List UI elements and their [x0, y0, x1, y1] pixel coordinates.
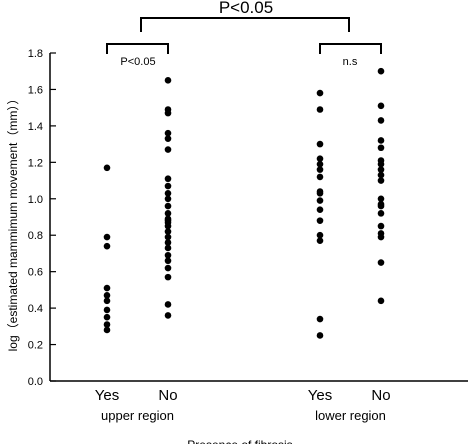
data-point [103, 233, 111, 241]
data-point [103, 321, 111, 328]
bracket-lower-yes-vs-no [319, 43, 382, 54]
data-point [377, 171, 385, 179]
data-point [103, 326, 111, 334]
x-category-label: Yes [308, 387, 332, 404]
y-tick-label: 1.8 [28, 48, 43, 60]
data-point [164, 175, 172, 183]
data-point [377, 166, 385, 173]
data-point [103, 313, 111, 321]
data-point [377, 177, 385, 184]
data-point [164, 244, 172, 252]
significance-brackets [106, 17, 382, 54]
data-point [316, 197, 324, 204]
data-point [377, 67, 385, 75]
x-group-label: upper region [101, 408, 174, 423]
y-axis-title: log（estimated mammimum movement（mm）） [6, 93, 20, 352]
data-point [164, 135, 172, 142]
y-tick-label: 1.0 [28, 194, 43, 206]
y-tick-label: 0.8 [28, 230, 43, 242]
data-point [164, 312, 172, 319]
data-point [316, 173, 324, 181]
data-points [103, 67, 385, 339]
data-point [316, 237, 324, 244]
significance-label: P<0.05 [219, 0, 273, 17]
axes [49, 52, 468, 382]
x-group-label: lower region [315, 408, 386, 423]
data-point [377, 137, 385, 144]
data-point [164, 239, 172, 246]
data-point [377, 195, 385, 203]
y-tick-label: 0.6 [28, 267, 43, 279]
data-point [316, 315, 324, 323]
data-point [164, 228, 172, 235]
y-tick-label: 1.6 [28, 84, 43, 96]
x-category-label: No [158, 387, 177, 404]
y-tick-label: 1.4 [28, 121, 43, 133]
data-point [164, 251, 172, 259]
data-point [164, 129, 172, 137]
data-point [316, 217, 324, 224]
data-point [316, 140, 324, 148]
significance-label: n.s [343, 56, 358, 68]
data-point [164, 195, 172, 203]
data-point [164, 257, 172, 265]
data-point [377, 160, 385, 168]
data-point [164, 233, 172, 241]
data-point [316, 106, 324, 113]
data-point [377, 233, 385, 241]
data-point [164, 190, 172, 197]
x-category-label: Yes [95, 387, 119, 404]
data-point [316, 231, 324, 239]
y-tick-label: 0.2 [28, 340, 43, 352]
significance-label: P<0.05 [120, 56, 155, 68]
data-point [103, 284, 111, 292]
data-point [316, 160, 324, 168]
data-point [164, 210, 172, 217]
data-point [316, 206, 324, 214]
data-point [377, 117, 385, 124]
data-point [377, 144, 385, 152]
data-point [164, 264, 172, 272]
data-point [316, 89, 324, 97]
data-point [103, 297, 111, 305]
data-point [164, 301, 172, 308]
data-point [164, 109, 172, 117]
data-point [164, 202, 172, 210]
data-point [164, 182, 172, 190]
y-tick-label: 1.2 [28, 157, 43, 169]
data-point [316, 332, 324, 339]
data-point [377, 259, 385, 266]
data-point [377, 102, 385, 110]
data-point [164, 77, 172, 84]
data-point [316, 190, 324, 197]
bracket-upper-yes-vs-no [106, 43, 169, 54]
data-point [164, 222, 172, 230]
data-point [316, 166, 324, 173]
data-point [103, 292, 111, 299]
data-point [103, 164, 111, 172]
data-point [377, 202, 385, 210]
data-point [316, 155, 324, 162]
data-point [377, 222, 385, 230]
data-point [164, 273, 172, 281]
x-category-label: No [371, 387, 390, 404]
data-point [377, 297, 385, 305]
y-tick-label: 0.4 [28, 303, 43, 315]
y-tick-label: 0.0 [28, 376, 43, 388]
data-point [164, 146, 172, 153]
bracket-upper-vs-lower [140, 17, 350, 32]
labels: 0.0 0.2 0.4 0.6 0.8 1.0 1.2 1.4 1.6 1.8 Yes No Yes No… [6, 0, 391, 444]
data-point [103, 306, 111, 314]
data-point [377, 210, 385, 217]
x-axis-title: Presence of fibrosis [187, 438, 292, 444]
data-point [103, 242, 111, 250]
